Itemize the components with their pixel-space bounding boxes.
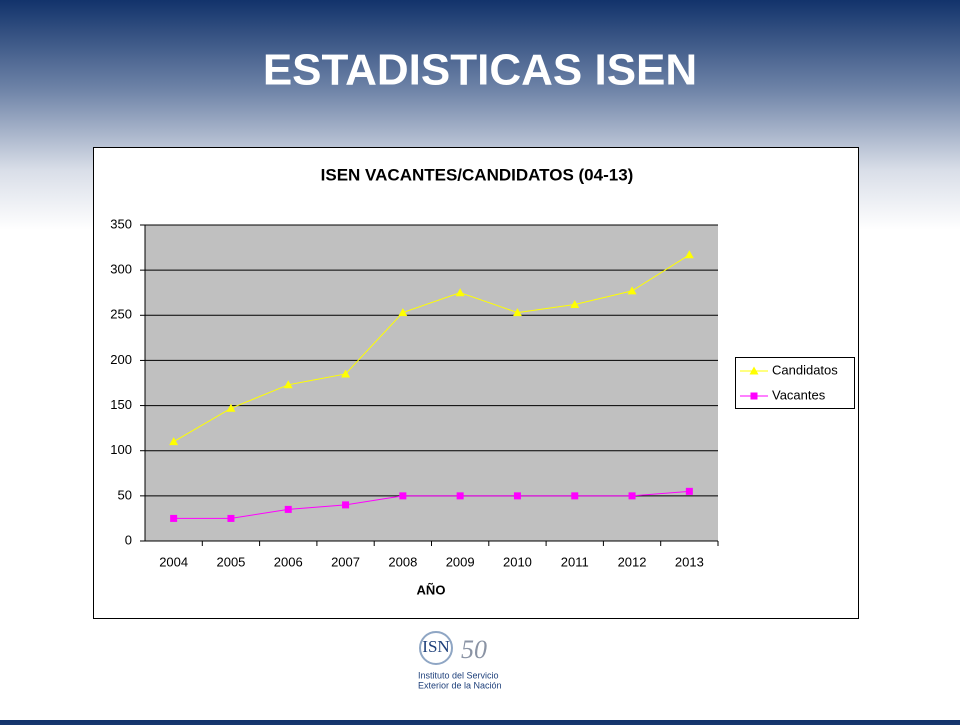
y-tick-label: 0 [125, 532, 132, 547]
data-point [283, 380, 293, 389]
series-line [173, 490, 690, 519]
data-point [398, 308, 408, 317]
x-tick-label: 2005 [216, 554, 245, 569]
data-point [284, 505, 292, 513]
y-tick-label: 50 [118, 487, 132, 502]
y-tick-label: 100 [110, 442, 132, 457]
data-point [399, 492, 407, 500]
x-axis-label: AÑO [417, 582, 446, 597]
x-tick-label: 2011 [561, 554, 589, 569]
data-point [513, 492, 521, 500]
data-point [170, 514, 178, 522]
logo-globe [419, 631, 453, 665]
y-tick-label: 200 [110, 352, 132, 367]
x-tick-label: 2009 [446, 554, 475, 569]
data-point [456, 492, 464, 500]
plot-area [145, 225, 718, 541]
data-point [342, 501, 350, 509]
data-point [627, 286, 637, 295]
data-point [684, 250, 694, 259]
data-point [512, 308, 522, 317]
logo-mark: ISN [422, 637, 449, 656]
y-tick-label: 250 [110, 307, 132, 322]
x-tick-label: 2006 [274, 554, 303, 569]
x-tick-label: 2008 [388, 554, 417, 569]
data-point [685, 487, 693, 495]
logo-text: Exterior de la Nación [418, 680, 502, 690]
y-tick-label: 150 [110, 397, 132, 412]
logo-text: Instituto del Servicio [418, 670, 499, 680]
logo-anniversary: 50 [461, 635, 487, 664]
x-tick-label: 2004 [159, 554, 188, 569]
data-point [227, 514, 235, 522]
data-point [628, 492, 636, 500]
legend-label: Candidatos [772, 362, 838, 377]
legend-label: Vacantes [772, 387, 826, 402]
data-point [455, 288, 465, 297]
x-tick-label: 2013 [675, 554, 704, 569]
slide-title: ESTADISTICAS ISEN [263, 46, 697, 95]
x-tick-label: 2012 [618, 554, 647, 569]
legend-marker [750, 392, 758, 400]
legend-marker [749, 366, 759, 375]
legend [735, 357, 855, 409]
y-tick-label: 300 [110, 262, 132, 277]
x-tick-label: 2007 [331, 554, 360, 569]
data-point [571, 492, 579, 500]
data-point [226, 403, 236, 412]
x-tick-label: 2010 [503, 554, 532, 569]
chart-title: ISEN VACANTES/CANDIDATOS (04-13) [321, 165, 634, 184]
data-point [341, 369, 351, 378]
data-point [570, 299, 580, 308]
y-tick-label: 350 [110, 216, 132, 231]
series-line [173, 254, 690, 443]
data-point [169, 437, 179, 446]
logo: ISN 50 Instituto del Servicio Exterior d… [418, 631, 502, 690]
